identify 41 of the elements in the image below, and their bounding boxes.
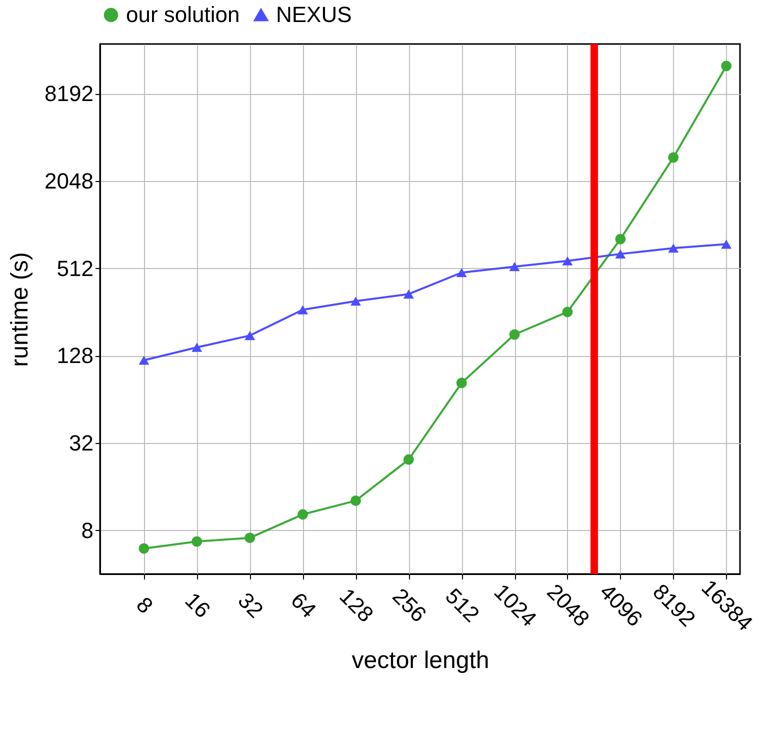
y-tick-label: 512: [56, 256, 94, 281]
point: [668, 152, 679, 163]
point: [298, 305, 308, 314]
point: [403, 454, 414, 465]
x-tick-label: 8: [132, 592, 158, 618]
x-tick-label: 64: [286, 588, 322, 623]
y-axis-title: runtime (s): [6, 252, 34, 367]
point: [244, 331, 256, 340]
legend-label: our solution: [126, 2, 240, 27]
x-axis-title: vector length: [352, 646, 490, 674]
point: [350, 296, 361, 306]
point: [138, 356, 150, 365]
x-tick-label: 32: [233, 588, 268, 623]
point: [509, 262, 520, 272]
point: [562, 306, 573, 318]
x-tick-label: 256: [388, 583, 432, 627]
point: [192, 342, 202, 352]
point: [615, 234, 626, 244]
point: [562, 256, 573, 266]
point: [403, 290, 414, 299]
point: [456, 378, 467, 388]
y-tick-label: 128: [56, 343, 94, 368]
point: [509, 329, 520, 340]
point: [244, 532, 256, 544]
y-tick-label: 32: [69, 430, 94, 456]
y-tick-label: 8: [81, 518, 94, 543]
point: [456, 268, 467, 278]
point: [615, 249, 626, 258]
legend-label: NEXUS: [276, 2, 352, 27]
point: [298, 509, 308, 520]
point: [721, 60, 732, 72]
x-tick-label: 128: [334, 583, 378, 627]
point: [138, 543, 150, 554]
x-tick-label: 512: [440, 583, 484, 627]
y-tick-label: 8192: [44, 81, 94, 106]
point: [668, 244, 679, 253]
y-tick-label: 2048: [44, 168, 94, 194]
point: [721, 240, 732, 249]
point: [350, 495, 361, 506]
point: [192, 536, 202, 547]
x-tick-label: 16: [180, 588, 216, 623]
